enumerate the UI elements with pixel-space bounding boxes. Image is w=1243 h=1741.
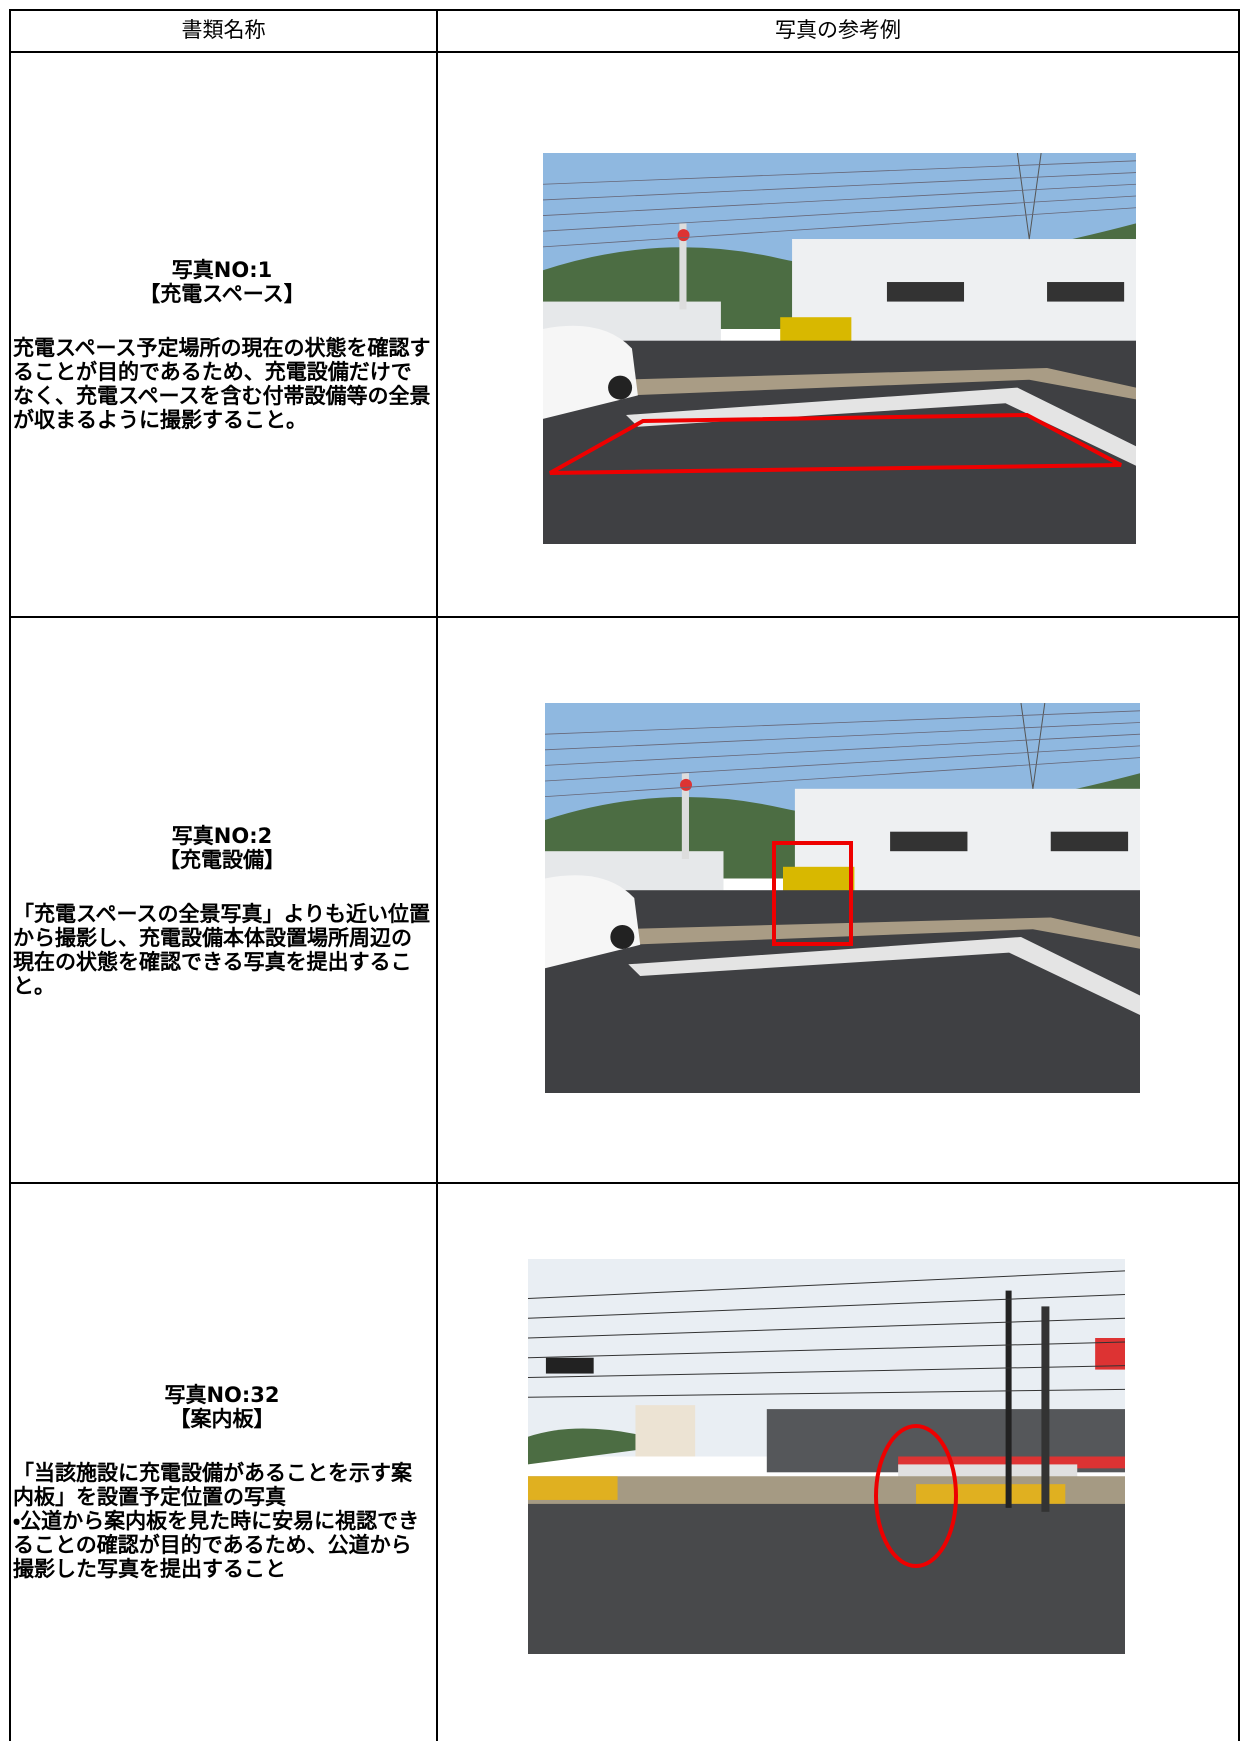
photo-shape — [528, 1294, 1125, 1319]
photo — [543, 153, 1136, 544]
photo-shape — [874, 1424, 958, 1568]
border — [9, 616, 1240, 618]
description-cell: 写真NO:32 【案内板】「当該施設に充電設備があることを示す案内板」を設置予定位… — [13, 1383, 431, 1581]
photo-shape — [543, 195, 1136, 232]
spacer — [13, 1431, 431, 1461]
spacer — [13, 306, 431, 336]
photo-shape — [1047, 282, 1125, 302]
description: 「当該施設に充電設備があることを示す案内板」を設置予定位置の写真 — [13, 1461, 412, 1509]
photo-shape — [545, 1357, 594, 1374]
header-cell: 写真の参考例 — [775, 18, 901, 42]
photo-number: 写真NO:32 — [164, 1383, 280, 1407]
photo-shape — [543, 183, 1136, 216]
photo-shape — [1020, 703, 1046, 789]
description: 「充電スペースの全景写真」よりも近い位置から撮影し、充電設備本体設置場所周辺の現… — [13, 902, 431, 998]
photo-subject: 【充電設備】 — [159, 848, 285, 872]
photo-shape — [545, 745, 1140, 782]
photo-shape — [543, 172, 1136, 201]
photo-shape — [780, 317, 852, 345]
photo-shape — [528, 1317, 1125, 1339]
photo-shape — [677, 229, 690, 242]
photo-shape — [616, 917, 1140, 949]
spacer — [13, 872, 431, 902]
photo-shape — [528, 1270, 1125, 1299]
photo-number: 写真NO:1 — [171, 258, 273, 282]
border — [9, 9, 11, 1741]
photo-shape — [680, 778, 693, 791]
photo-shape — [628, 937, 1140, 1015]
photo-shape — [890, 831, 968, 852]
border — [1238, 9, 1240, 1741]
photo-shape — [528, 1341, 1125, 1359]
photo-shape — [543, 207, 1136, 248]
description: ・公道から案内板を見た時に安易に視認できることの確認が目的であるため、公道から撮… — [13, 1509, 420, 1581]
photo-shape — [679, 223, 687, 310]
photo-shape — [545, 710, 1140, 735]
photo-shape — [1016, 153, 1042, 240]
border — [9, 1182, 1240, 1184]
photo-shape — [1095, 1338, 1125, 1370]
photo-shape — [545, 757, 1140, 797]
photo-shape — [528, 1365, 1125, 1378]
photo — [545, 703, 1140, 1093]
header-cell: 書類名称 — [181, 18, 266, 42]
photo-shape — [626, 387, 1136, 466]
description: 充電スペース予定場所の現在の状態を確認することが目的であるため、充電設備だけでな… — [13, 336, 431, 432]
photo-shape — [610, 925, 635, 949]
photo-subject: 【充電スペース】 — [139, 282, 305, 306]
border — [9, 51, 1240, 53]
photo-shape — [772, 841, 853, 946]
photo-shape — [528, 1503, 1125, 1654]
photo-shape — [916, 1484, 1066, 1504]
description-cell: 写真NO:1 【充電スペース】充電スペース予定場所の現在の状態を確認することが目的… — [13, 258, 431, 432]
photo-shape — [1050, 831, 1129, 852]
photo-shape — [635, 1405, 696, 1457]
photo-subject: 【案内板】 — [169, 1407, 275, 1431]
photo-shape — [543, 160, 1136, 185]
photo-shape — [549, 412, 1122, 475]
border — [9, 9, 1240, 11]
photo — [528, 1259, 1125, 1654]
photo-shape — [886, 282, 965, 302]
photo-shape — [528, 1476, 618, 1500]
photo-shape — [681, 773, 689, 859]
photo-shape — [1005, 1290, 1012, 1508]
description-cell: 写真NO:2 【充電設備】「充電スペースの全景写真」よりも近い位置から撮影し、充電… — [13, 824, 431, 998]
photo-shape — [1041, 1306, 1050, 1512]
photo-shape — [545, 722, 1140, 751]
photo-shape — [614, 368, 1136, 400]
border — [436, 9, 438, 1741]
photo-shape — [783, 866, 855, 895]
photo-shape — [528, 1388, 1125, 1398]
photo-shape — [608, 375, 633, 400]
photo-number: 写真NO:2 — [171, 824, 273, 848]
photo-shape — [545, 733, 1140, 766]
